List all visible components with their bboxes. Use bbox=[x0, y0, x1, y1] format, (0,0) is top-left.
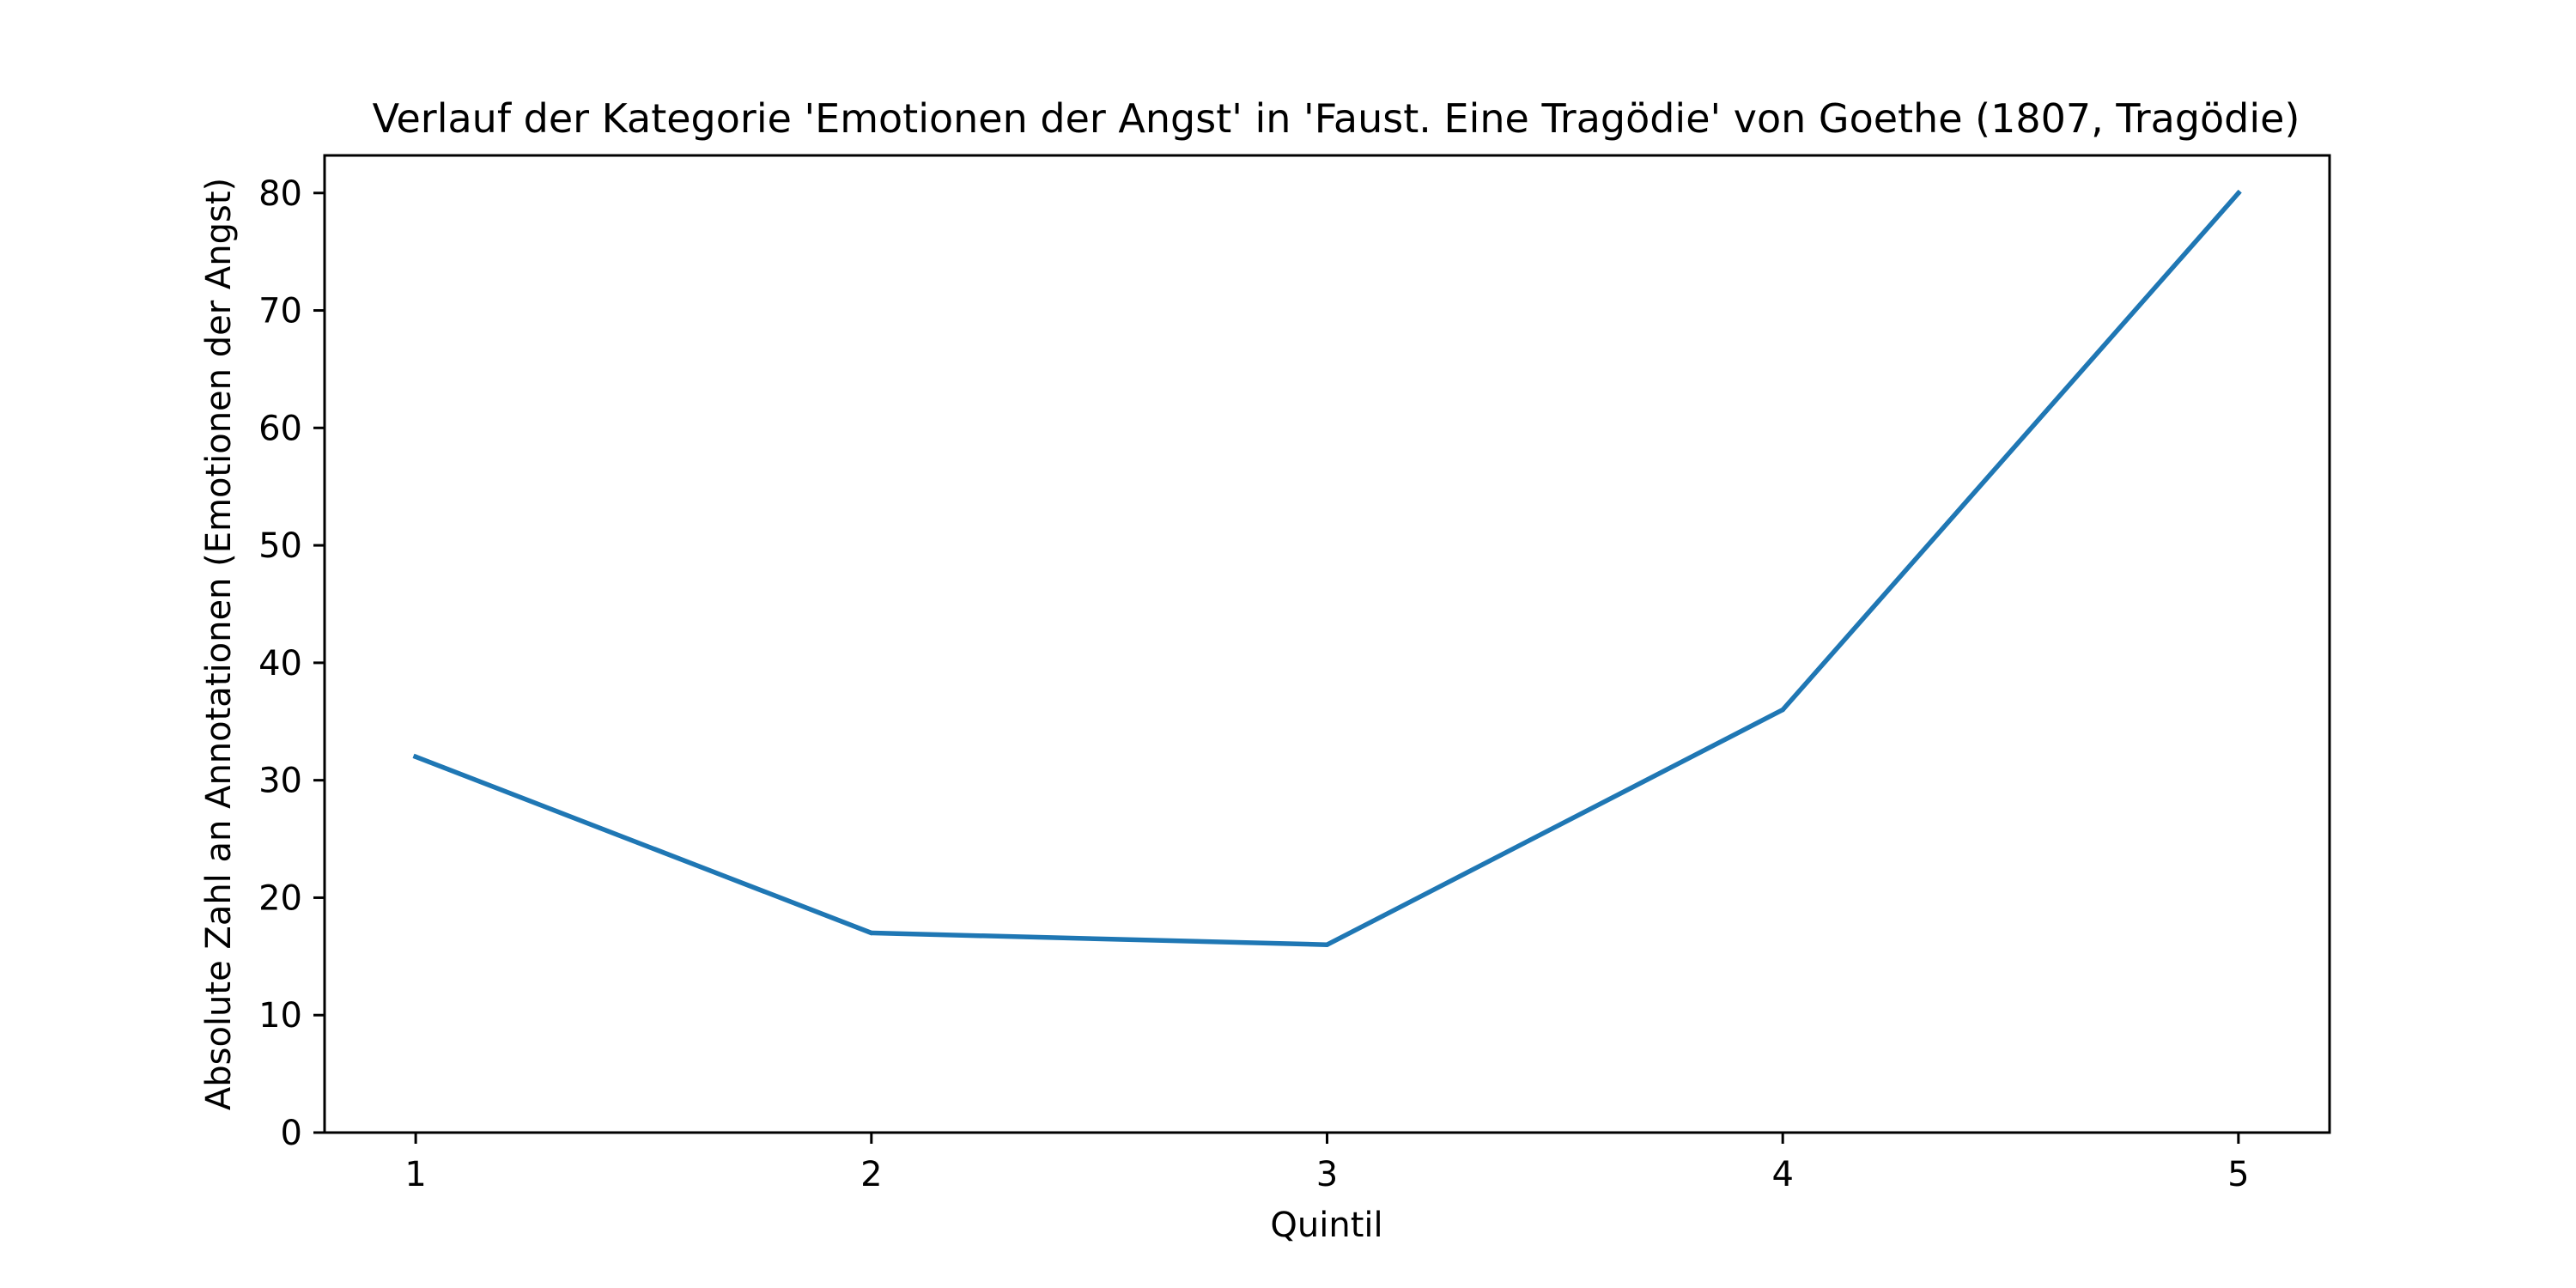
y-tick-label: 70 bbox=[258, 292, 302, 331]
y-tick-label: 80 bbox=[258, 174, 302, 214]
y-tick-label: 40 bbox=[258, 644, 302, 683]
x-tick-label: 4 bbox=[1771, 1155, 1793, 1194]
y-tick-label: 60 bbox=[258, 409, 302, 448]
y-tick-label: 30 bbox=[258, 762, 302, 801]
data-point bbox=[413, 754, 418, 760]
x-tick-label: 2 bbox=[860, 1155, 882, 1194]
data-point bbox=[1324, 942, 1330, 947]
series-layer bbox=[412, 189, 2242, 947]
plot-area: 0 10 20 30 40 50 60 70 80 1 2 3 4 5 bbox=[258, 154, 2331, 1194]
data-point bbox=[2236, 191, 2241, 196]
y-axis-label: Absolute Zahl an Annotationen (Emotionen… bbox=[199, 178, 239, 1110]
data-point bbox=[869, 930, 874, 936]
y-axis-ticks: 0 10 20 30 40 50 60 70 80 bbox=[258, 174, 325, 1153]
y-tick-label: 0 bbox=[281, 1114, 302, 1153]
data-point bbox=[1780, 707, 1785, 713]
x-tick-label: 1 bbox=[404, 1155, 426, 1194]
x-tick-label: 3 bbox=[1316, 1155, 1338, 1194]
x-axis-ticks: 1 2 3 4 5 bbox=[404, 1133, 2250, 1194]
y-tick-label: 20 bbox=[258, 878, 302, 918]
x-axis-label: Quintil bbox=[1270, 1206, 1382, 1245]
x-tick-label: 5 bbox=[2227, 1155, 2249, 1194]
chart-title: Verlauf der Kategorie 'Emotionen der Ang… bbox=[373, 95, 2300, 142]
y-tick-label: 50 bbox=[258, 526, 302, 566]
y-tick-label: 10 bbox=[258, 996, 302, 1036]
